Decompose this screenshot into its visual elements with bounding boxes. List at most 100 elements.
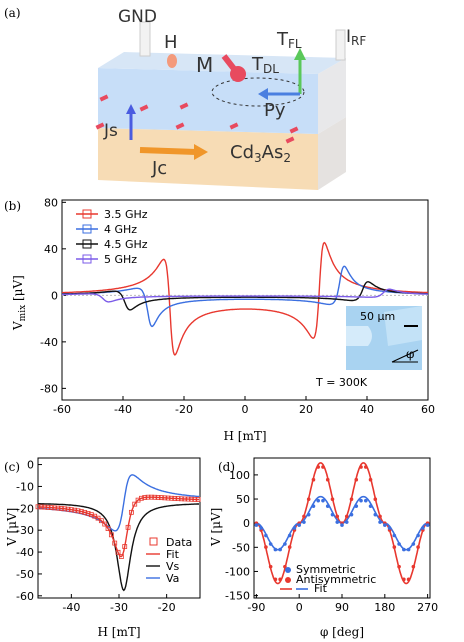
legend-marker — [149, 537, 158, 546]
data-point — [152, 494, 158, 500]
data-point — [42, 504, 48, 510]
legend-label: 4.5 GHz — [104, 238, 148, 251]
x-tick-label: 270 — [417, 601, 438, 614]
temperature-annotation: T = 300K — [315, 376, 368, 389]
x-tick-label: -40 — [114, 403, 132, 416]
tdl-arrowhead — [258, 88, 268, 100]
y-tick-label: -20 — [16, 502, 34, 515]
jc-arrowhead — [194, 144, 208, 160]
y-tick-label: 0 — [51, 289, 58, 302]
antisymmetric-point — [378, 514, 382, 519]
gnd-label: GND — [118, 7, 157, 27]
panel-b-label: (b) — [4, 199, 21, 213]
symmetric-point — [397, 542, 401, 546]
x-axis-label: H [mT] — [97, 625, 140, 639]
legend-label: Fit — [166, 548, 180, 561]
data-point — [58, 506, 64, 511]
antisymmetric-point — [306, 497, 311, 502]
data-point — [195, 497, 201, 502]
tdl-label: TDL — [251, 54, 279, 76]
tfl-label: TFL — [276, 29, 302, 51]
antisymmetric-point — [344, 514, 349, 519]
x-tick-label: -60 — [53, 403, 71, 416]
y-axis-label: V [μV] — [5, 508, 19, 547]
symmetric-point — [306, 512, 311, 517]
symmetric-point — [330, 512, 335, 517]
data-point — [72, 507, 78, 513]
y-tick-label: 50 — [236, 493, 250, 506]
scale-label: 50 μm — [360, 310, 395, 323]
spin-marker — [285, 136, 295, 144]
x-tick-label: 20 — [299, 403, 313, 416]
panel-d-chart: -90 0 90 180 270 100 50 0 -50 -100 -150 SymmetricAn… — [209, 457, 438, 639]
data-point — [185, 496, 191, 502]
angle-label: φ — [406, 347, 414, 361]
y-tick-label: -10 — [16, 480, 34, 493]
substrate-front — [98, 128, 318, 190]
symmetric-point — [392, 533, 397, 538]
antisymmetric-point — [330, 497, 335, 502]
data-point — [45, 504, 51, 510]
m-label: M — [196, 53, 213, 77]
y-tick-label: -60 — [16, 590, 34, 603]
y-tick-label: 0 — [243, 517, 250, 530]
data-point — [78, 509, 84, 514]
symmetric-point — [302, 520, 306, 524]
data-point — [52, 505, 58, 511]
data-point — [98, 518, 104, 524]
data-point — [182, 496, 188, 502]
y-tick-label: -50 — [16, 568, 34, 581]
data-point — [125, 524, 131, 530]
symmetric-point — [311, 504, 316, 508]
x-tick-label: 60 — [421, 403, 435, 416]
data-point — [132, 501, 138, 507]
y-tick-label: 40 — [44, 243, 58, 256]
symmetric-point — [411, 542, 416, 546]
data-point — [138, 495, 144, 501]
data-point — [48, 505, 54, 510]
antisymmetric-point — [278, 577, 282, 582]
symmetric-point — [373, 512, 378, 517]
antisymmetric-point — [363, 465, 368, 469]
vs-line — [38, 503, 199, 592]
antisymmetric-point — [311, 477, 316, 482]
symmetric-point — [383, 523, 387, 527]
series-line — [62, 241, 429, 356]
symmetric-point — [359, 498, 363, 503]
panel-b-chart: -60 -40 -20 0 20 40 60 80 40 0 -40 -80 3.5 GHz 4 GHz 4… — [11, 196, 435, 443]
data-point — [115, 549, 121, 555]
legend-label: 3.5 GHz — [104, 208, 148, 221]
symmetric-point — [421, 526, 425, 530]
tfl-arrowhead — [294, 48, 306, 60]
inset-electrode — [384, 306, 422, 346]
data-point — [128, 509, 134, 515]
antisymmetric-point — [368, 477, 373, 482]
x-tick-label: -40 — [62, 601, 80, 614]
antisymmetric-point — [325, 477, 330, 482]
antisymmetric-point — [373, 497, 378, 502]
antisymmetric-point — [316, 465, 321, 469]
legend-label: Va — [166, 572, 179, 585]
x-tick-label: 0 — [242, 403, 249, 416]
spin-marker — [289, 126, 299, 134]
spin-marker — [95, 122, 105, 130]
js-arrowhead — [126, 104, 136, 114]
data-point — [38, 504, 44, 510]
y-tick-label: -50 — [232, 541, 250, 554]
symmetric-point — [387, 526, 392, 530]
symmetric-point — [335, 520, 340, 524]
symmetric-point — [368, 504, 373, 508]
antisymmetric-point — [287, 545, 292, 549]
symmetric-point — [264, 533, 268, 538]
symmetric-point — [287, 533, 292, 538]
series-line — [62, 288, 428, 303]
inset-electrode — [346, 326, 372, 346]
data-point — [35, 504, 41, 510]
symmetric-point — [406, 547, 411, 552]
symmetric-point — [278, 547, 282, 552]
y-tick-label: 0 — [27, 459, 34, 472]
symmetric-point — [363, 498, 368, 503]
antisymmetric-point — [302, 514, 306, 519]
irf-label: IRF — [346, 27, 366, 48]
data-point — [162, 495, 168, 501]
